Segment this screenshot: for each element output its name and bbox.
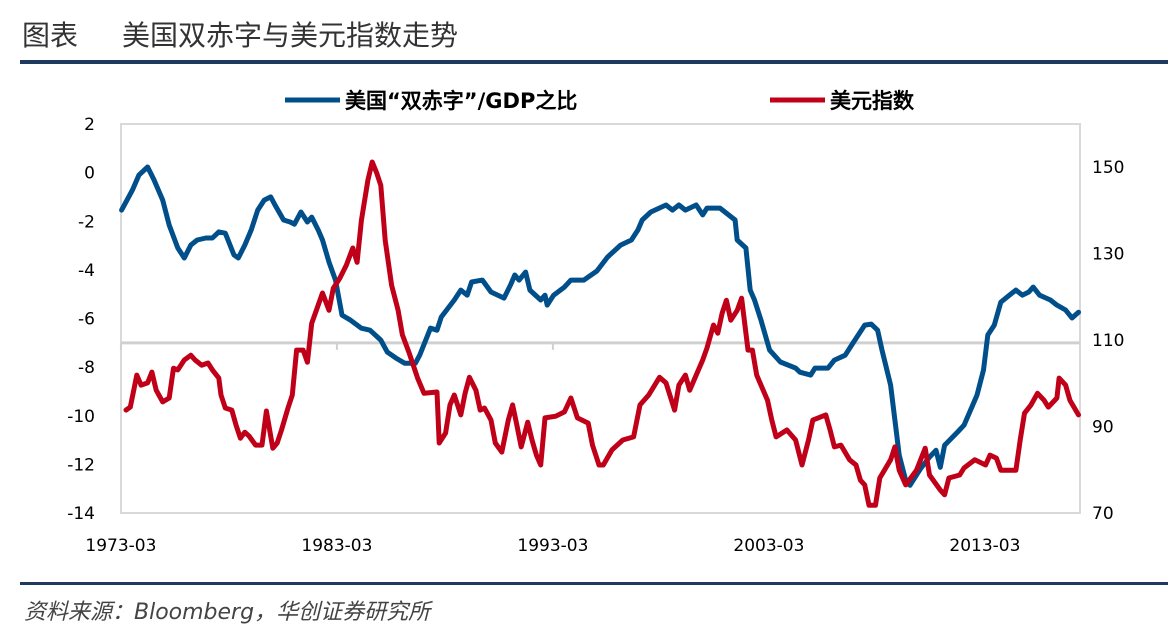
x-tick-label: 1993-03 [517,536,588,556]
y-right-tick-label: 150 [1092,158,1124,178]
y-left-tick-label: -8 [78,358,95,378]
x-tick-label: 1973-03 [85,536,156,556]
y-left-tick-label: -14 [67,504,95,524]
y-left-tick-label: -12 [67,455,95,475]
legend-label-deficit: 美国“双赤字”/GDP之比 [345,89,577,113]
y-left-tick-label: -10 [67,407,95,427]
y-left-tick-label: -6 [78,310,95,330]
y-right-tick-label: 130 [1092,245,1124,265]
footer-divider [20,582,1168,585]
figure-label: 图表 [22,19,79,52]
series-line-dollar-index [123,159,1081,508]
x-tick-label: 1983-03 [301,536,372,556]
series-line-deficit-gdp [119,164,1081,488]
y-left-tick-label: 2 [84,115,95,135]
title-divider [20,60,1168,64]
y-left-tick-label: -2 [78,212,95,232]
x-tick-label: 2013-03 [949,536,1020,556]
y-right-tick-label: 110 [1092,331,1124,351]
y-left-tick-label: -4 [78,261,95,281]
plot-frame [120,123,1081,514]
source-note: 资料来源：Bloomberg，华创证券研究所 [24,600,431,625]
x-tick-label: 2003-03 [733,536,804,556]
figure-title-text: 美国双赤字与美元指数走势 [122,19,459,52]
y-right-tick-label: 70 [1092,504,1114,524]
y-right-tick-label: 90 [1092,418,1114,438]
legend: 美国“双赤字”/GDP之比 美元指数 [285,89,915,113]
legend-label-dxy: 美元指数 [830,89,915,113]
figure-title: 图表 美国双赤字与美元指数走势 [22,14,458,54]
y-left-tick-label: 0 [84,164,95,184]
